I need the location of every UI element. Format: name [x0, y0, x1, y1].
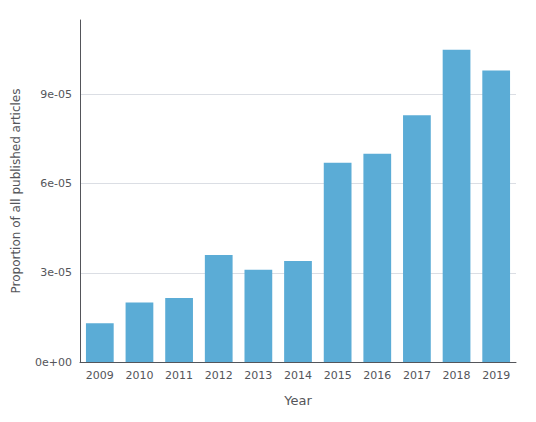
svg-text:9e-05: 9e-05 [40, 88, 72, 101]
svg-text:2013: 2013 [244, 369, 272, 382]
svg-text:Year: Year [283, 393, 312, 408]
svg-text:2018: 2018 [443, 369, 471, 382]
svg-text:Proportion of all published ar: Proportion of all published articles [9, 88, 23, 293]
svg-text:2016: 2016 [363, 369, 391, 382]
svg-text:2019: 2019 [482, 369, 510, 382]
svg-text:2015: 2015 [324, 369, 352, 382]
svg-text:2011: 2011 [165, 369, 193, 382]
svg-text:2017: 2017 [403, 369, 431, 382]
svg-text:6e-05: 6e-05 [40, 177, 72, 190]
svg-text:2014: 2014 [284, 369, 312, 382]
svg-text:3e-05: 3e-05 [40, 266, 72, 279]
svg-text:2010: 2010 [125, 369, 153, 382]
svg-text:0e+00: 0e+00 [35, 356, 72, 369]
svg-text:2012: 2012 [205, 369, 233, 382]
svg-text:2009: 2009 [86, 369, 114, 382]
